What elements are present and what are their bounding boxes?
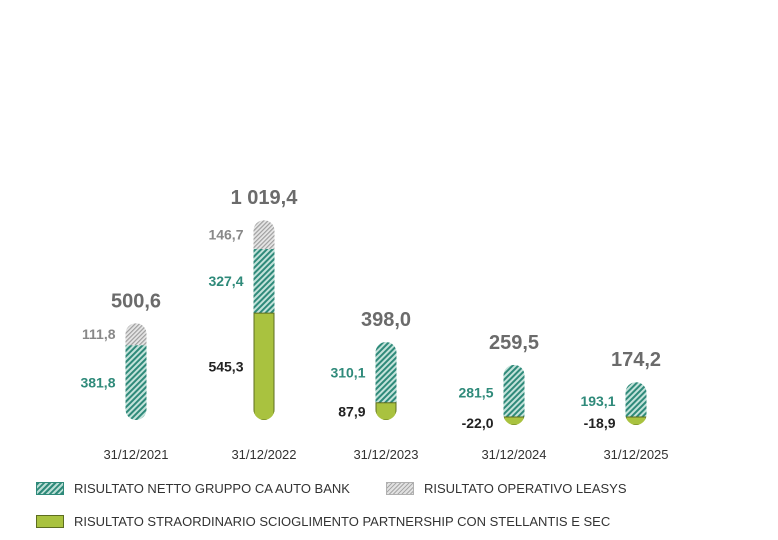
value-label-leasys: 146,7 [208,227,243,243]
legend-swatch-leasys [386,482,414,495]
bar-31/12/2022 [253,220,275,420]
total-label: 174,2 [611,349,661,371]
value-label-extra: 87,9 [338,403,365,419]
value-label-net: 327,4 [208,273,243,289]
bar-31/12/2024 [503,364,525,425]
value-label-net: 310,1 [330,364,365,380]
category-label: 31/12/2025 [603,447,668,462]
legend-swatch-extra [36,515,64,528]
bar-segment-outline [253,312,275,420]
value-label-net: 193,1 [580,393,615,409]
bar-segment-net [125,345,147,420]
legend-swatch-net [36,482,64,495]
bar-31/12/2025 [625,382,647,426]
value-label-leasys: 111,8 [82,326,116,342]
bar-segment-extra-negative [503,417,525,425]
stacked-bar-chart: 381,8 111,8 500,6 31/12/2021 545,3 327,4 146,7… [80,187,668,462]
value-label-extra: -22,0 [462,415,494,431]
legend-leasys: RISULTATO OPERATIVO LEASYS [386,481,627,496]
bar-31/12/2023 [375,341,397,421]
bar-segment-net [503,364,525,420]
value-label-extra: -18,9 [584,415,616,431]
bar-segment-extra-negative [625,417,647,425]
bar-31/12/2021 [125,323,147,420]
category-label: 31/12/2021 [103,447,168,462]
bar-segment-leasys [253,220,275,249]
total-label: 1 019,4 [231,187,299,209]
value-label-net: 281,5 [458,384,493,400]
bar-segment-net [375,341,397,403]
category-label: 31/12/2023 [353,447,418,462]
legend-label-net: RISULTATO NETTO GRUPPO CA AUTO BANK [74,481,350,496]
value-label-net: 381,8 [80,375,115,391]
legend-extra: RISULTATO STRAORDINARIO SCIOGLIMENTO PAR… [36,514,610,529]
bar-segment-outline [375,402,397,421]
bar-segment-extra [375,402,397,420]
bar-segment-net [253,248,275,314]
total-label: 259,5 [489,332,539,354]
bar-segment-extra [253,313,275,420]
legend-label-extra: RISULTATO STRAORDINARIO SCIOGLIMENTO PAR… [74,514,611,529]
legend-net: RISULTATO NETTO GRUPPO CA AUTO BANK [36,481,350,496]
value-label-extra: 545,3 [208,359,243,375]
bar-segment-leasys [125,323,147,346]
category-label: 31/12/2022 [231,447,296,462]
total-label: 500,6 [111,290,161,312]
total-label: 398,0 [361,309,411,331]
category-label: 31/12/2024 [481,447,546,462]
legend-label-leasys: RISULTATO OPERATIVO LEASYS [424,481,627,496]
bar-segment-net [625,382,647,420]
